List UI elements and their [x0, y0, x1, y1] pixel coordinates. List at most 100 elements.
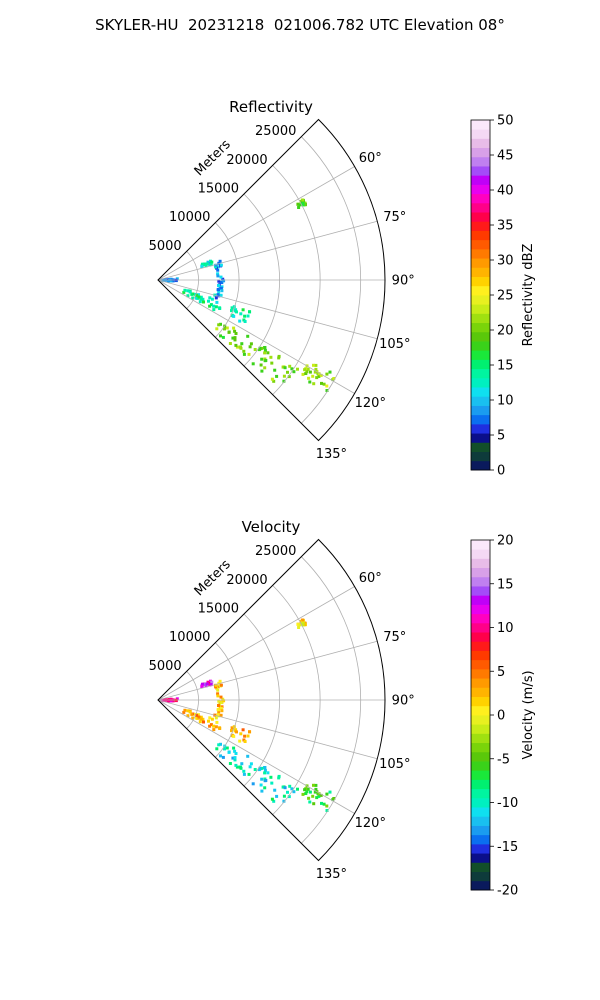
echo-gate — [195, 293, 199, 297]
colorbar-tick-label: -20 — [497, 884, 518, 899]
echo-gate — [281, 365, 285, 369]
colorbar-segment — [471, 797, 490, 808]
colorbar-tick-label: 15 — [497, 577, 514, 592]
colorbar-segment — [471, 807, 490, 817]
echo-gate — [223, 747, 226, 751]
echo-gate — [303, 788, 307, 792]
echo-gate — [216, 708, 220, 712]
echo-gate — [253, 348, 257, 351]
azimuth-gridline — [157, 640, 378, 701]
colorbar-tick-label: 45 — [497, 149, 514, 164]
echo-gate — [228, 342, 232, 345]
echo-gate — [205, 682, 209, 686]
echo-gate — [223, 327, 226, 331]
echo-gate — [307, 376, 311, 380]
colorbar-tick-label: 5 — [497, 429, 505, 444]
echo-gate — [243, 734, 247, 738]
azimuth-gridline — [157, 699, 355, 814]
angle-tick-label: 135° — [316, 867, 347, 882]
range-tick-label: 20000 — [226, 573, 267, 588]
echo-gate — [298, 203, 302, 207]
colorbar-segment — [471, 687, 490, 697]
echo-gate — [216, 274, 220, 278]
range-tick-label: 5000 — [149, 659, 182, 674]
colorbar-segment — [471, 350, 490, 360]
echo-gate — [219, 754, 222, 758]
echo-gate — [232, 734, 236, 738]
colorbar-segment — [471, 761, 490, 771]
colorbar-segment — [471, 586, 490, 596]
echo-gate — [201, 262, 204, 266]
echo-gate — [190, 712, 194, 716]
echo-gate — [217, 699, 221, 703]
echo-gate — [214, 263, 218, 267]
azimuth-gridline — [157, 220, 378, 281]
echo-gate — [283, 786, 287, 790]
echo-gate — [197, 713, 200, 717]
colorbar-segment — [471, 779, 490, 790]
colorbar-segment — [471, 696, 490, 707]
reflectivity-colorbar: 0 5 10 15 20 25 30 35 40 45 50 Reflectivity dBZ — [470, 114, 536, 479]
echo-gate — [220, 289, 224, 293]
echo-gate — [221, 335, 225, 339]
colorbar-segment — [471, 212, 490, 222]
colorbar-segment — [471, 540, 490, 550]
echo-gate — [169, 277, 173, 281]
echo-gate — [308, 380, 312, 384]
azimuth-gridline — [157, 279, 378, 340]
echo-gate — [277, 354, 281, 358]
echo-gate — [191, 716, 195, 720]
echo-gate — [230, 309, 233, 313]
colorbar-segment — [471, 659, 490, 670]
echo-gate — [303, 368, 307, 372]
echo-gate — [214, 683, 218, 687]
colorbar-segment — [471, 442, 490, 452]
echo-gate — [312, 363, 315, 367]
colorbar-segment — [471, 880, 490, 891]
echo-gate — [207, 719, 210, 723]
colorbar-tick-label: 15 — [497, 359, 514, 374]
echo-gate — [322, 382, 326, 386]
echo-gate — [246, 334, 250, 338]
echo-gate — [296, 787, 299, 791]
echo-gate — [264, 359, 268, 362]
echo-gate — [218, 306, 222, 310]
echo-gate — [188, 710, 192, 714]
echo-gate — [212, 308, 216, 312]
echo-gate — [215, 747, 219, 751]
echo-gate — [231, 756, 235, 760]
echo-gate — [259, 783, 263, 787]
panel-title: Velocity — [242, 518, 301, 536]
echo-gate — [200, 685, 204, 688]
echo-gate — [197, 293, 200, 297]
echo-gate — [290, 787, 294, 791]
colorbar-segment — [471, 193, 490, 204]
colorbar-segment — [471, 567, 490, 578]
echo-gate — [233, 329, 237, 333]
colorbar-segment — [471, 871, 490, 882]
echo-gate — [233, 756, 237, 760]
echo-gate — [328, 370, 332, 374]
echo-gate — [315, 376, 319, 380]
echo-gate — [263, 346, 267, 349]
echo-gate — [287, 375, 291, 379]
echo-gate — [230, 726, 234, 730]
angle-tick-label: 90° — [392, 694, 415, 709]
colorbar-segment — [471, 862, 490, 872]
colorbar-tick-label: 35 — [497, 219, 514, 234]
azimuth-gridline — [157, 699, 378, 760]
colorbar-segment — [471, 276, 490, 287]
echo-gate — [199, 295, 203, 299]
echo-gate — [212, 304, 216, 308]
echo-gate — [199, 717, 203, 721]
echo-gate — [216, 694, 220, 698]
echo-gate — [222, 699, 226, 703]
echo-gate — [251, 782, 255, 786]
echo-gate — [315, 796, 319, 800]
range-tick-label: 25000 — [255, 544, 296, 559]
echo-gate — [216, 293, 220, 297]
figure-title: SKYLER-HU 20231218 021006.782 UTC Elevat… — [95, 16, 505, 34]
azimuth-gridline — [157, 166, 355, 281]
colorbar-segment — [471, 138, 490, 149]
echo-gate — [208, 304, 212, 308]
